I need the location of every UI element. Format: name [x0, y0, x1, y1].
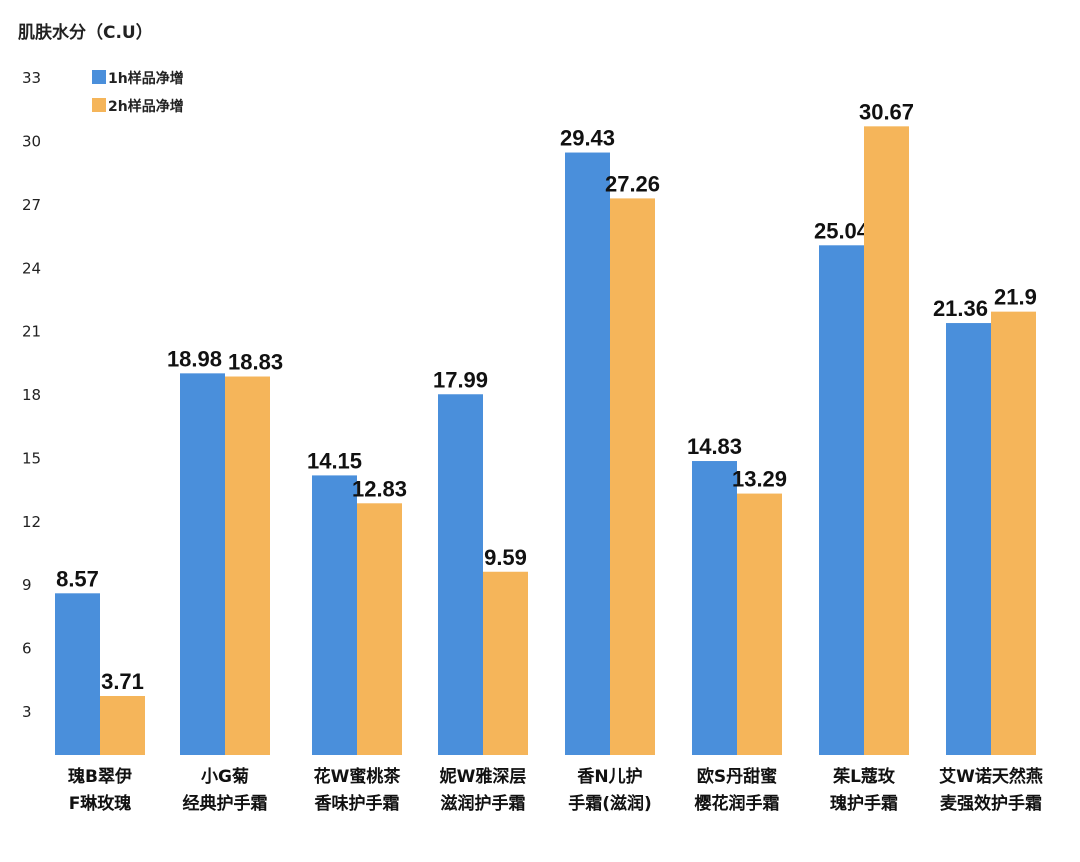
x-tick-label: 艾W诺天然燕 [939, 766, 1043, 787]
bar [819, 245, 864, 755]
data-label: 18.98 [167, 346, 222, 371]
bar [692, 461, 737, 755]
bar [483, 571, 528, 755]
bar [737, 493, 782, 755]
bar [864, 126, 909, 756]
y-tick-label: 33 [22, 69, 41, 87]
legend: 1h样品净增 2h样品净增 [92, 70, 184, 115]
y-tick-label: 18 [22, 386, 41, 404]
x-tick-label: 欧S丹甜蜜 [697, 766, 777, 787]
x-tick-label: 麦强效护手霜 [940, 793, 1042, 814]
x-tick-label: 瑰护手霜 [830, 793, 898, 814]
data-label: 21.9 [994, 285, 1037, 310]
bar [55, 593, 100, 755]
bar [438, 394, 483, 755]
data-label: 14.83 [687, 434, 742, 459]
x-tick-label: F琳玫瑰 [69, 793, 132, 814]
y-tick-label: 15 [22, 449, 41, 467]
x-tick-label: 花W蜜桃茶 [314, 766, 402, 787]
x-tick-label: 小G菊 [201, 766, 249, 787]
bar [991, 311, 1036, 755]
x-tick-label: 樱花润手霜 [695, 793, 780, 814]
data-label: 9.59 [484, 545, 527, 570]
data-label: 29.43 [560, 126, 615, 151]
data-label: 12.83 [352, 476, 407, 501]
data-label: 25.04 [814, 218, 870, 243]
legend-label: 1h样品净增 [108, 70, 184, 87]
data-label: 14.15 [307, 448, 362, 473]
y-axis-label: 肌肤水分（C.U） [18, 22, 153, 43]
data-label: 21.36 [933, 296, 988, 321]
legend-swatch [92, 70, 106, 84]
bar [357, 503, 402, 755]
bar [946, 323, 991, 755]
y-tick-label: 6 [22, 640, 32, 658]
y-axis-ticks: 3 6 9 12 15 18 21 24 27 30 33 [22, 69, 41, 721]
y-tick-label: 24 [22, 259, 41, 277]
bar [565, 152, 610, 755]
x-tick-label: 茱L蔻玫 [832, 766, 896, 787]
data-label: 8.57 [56, 566, 99, 591]
x-tick-label: 经典护手霜 [183, 793, 268, 814]
y-tick-label: 9 [22, 576, 32, 594]
y-tick-label: 30 [22, 132, 41, 150]
bar [100, 695, 145, 755]
x-tick-label: 滋润护手霜 [441, 793, 526, 814]
y-tick-label: 21 [22, 323, 41, 341]
data-label: 27.26 [605, 171, 660, 196]
x-tick-label: 香味护手霜 [315, 793, 400, 814]
legend-label: 2h样品净增 [108, 98, 184, 115]
data-label: 13.29 [732, 467, 787, 492]
x-tick-label: 妮W雅深层 [439, 766, 527, 787]
bar [610, 198, 655, 755]
data-label: 3.71 [101, 669, 144, 694]
data-label: 17.99 [433, 367, 488, 392]
data-label: 18.83 [228, 350, 283, 375]
y-tick-label: 12 [22, 513, 41, 531]
y-tick-label: 27 [22, 196, 41, 214]
x-tick-label: 手霜(滋润) [568, 793, 652, 814]
x-tick-label: 瑰B翠伊 [68, 766, 132, 787]
bars: 8.57 3.71 18.98 18.83 14.15 12.83 17.99 9.59 29.… [55, 99, 1037, 756]
legend-swatch [92, 98, 106, 112]
y-tick-label: 3 [22, 703, 32, 721]
bar [225, 376, 270, 755]
bar [180, 373, 225, 755]
x-tick-label: 香N儿护 [577, 766, 642, 787]
bar [312, 475, 357, 755]
data-label: 30.67 [859, 99, 914, 124]
